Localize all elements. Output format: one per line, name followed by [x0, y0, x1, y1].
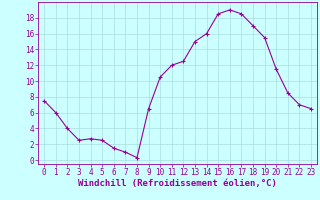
X-axis label: Windchill (Refroidissement éolien,°C): Windchill (Refroidissement éolien,°C)	[78, 179, 277, 188]
